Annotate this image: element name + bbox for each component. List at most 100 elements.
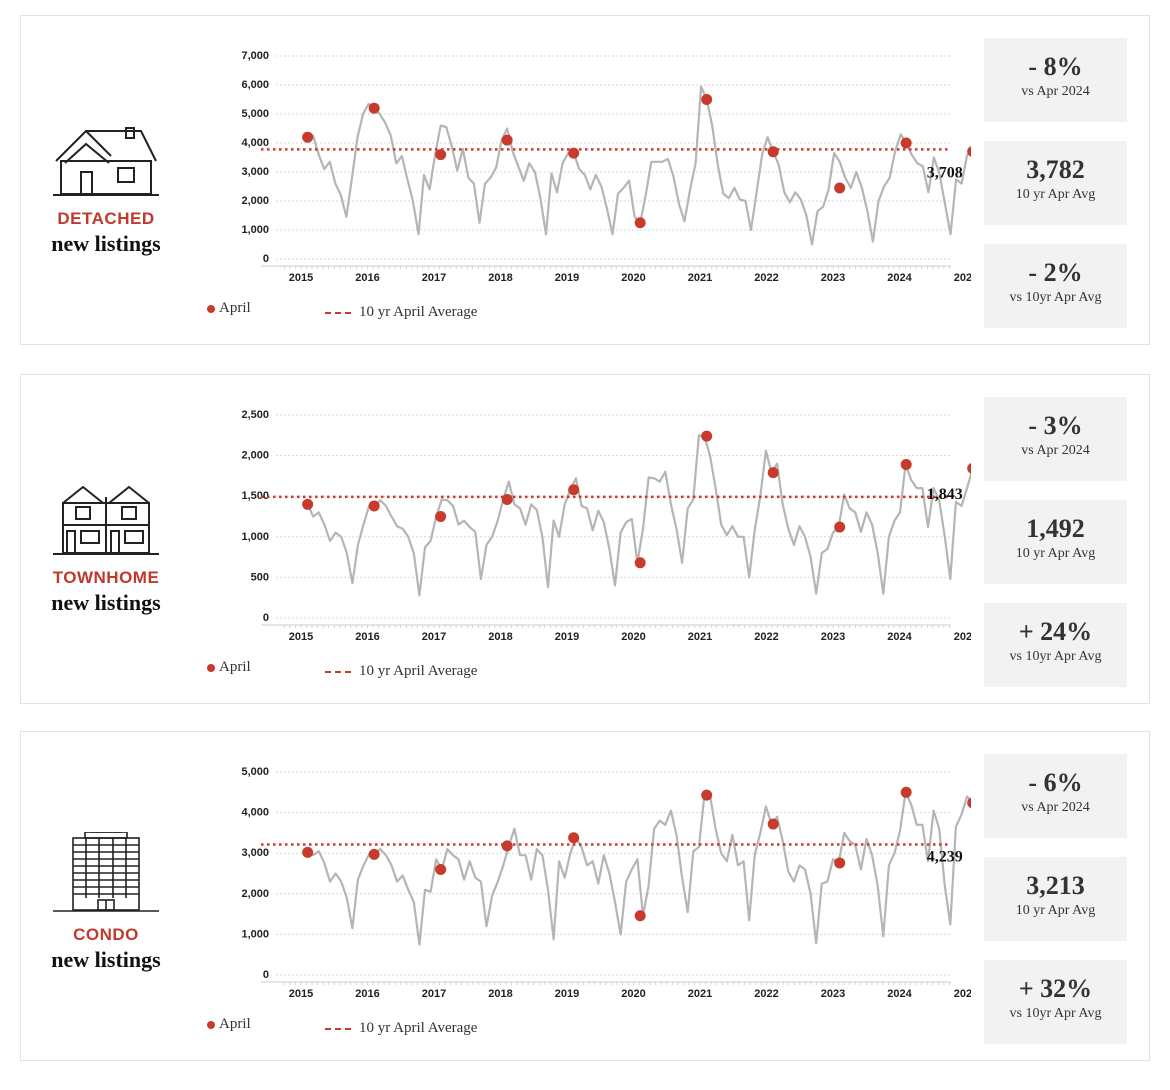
townhome-legend-april: April: [207, 659, 251, 676]
detached-legend-april: April: [207, 300, 251, 317]
detached-chart-svg: 0 1,000 2,000 3,000 4,000 5,000 6,000 7,000 2015…: [241, 50, 971, 284]
condo-sub-label: new listings: [51, 947, 161, 972]
townhome-legend-average: 10 yr April Average: [325, 663, 477, 680]
april-point: [435, 511, 447, 522]
townhome-chart: 0 500 1,000 1,500 2,000 2,500 2015 2016 2017 2018…: [191, 375, 971, 705]
condo-panel: CONDO new listings 0 1,000 2,000 3,000 4,000…: [20, 731, 1150, 1061]
y-tick-label: 1,500: [241, 490, 269, 502]
april-point: [967, 797, 971, 809]
stat-label: vs 10yr Apr Avg: [1009, 1006, 1102, 1021]
townhome-type-label: TOWNHOME: [52, 568, 160, 587]
y-tick-label: 1,000: [241, 928, 269, 940]
detached-stat-10yr-avg: 3,782 10 yr Apr Avg: [984, 141, 1127, 225]
stat-value: - 3%: [1028, 411, 1083, 440]
x-tick-label: 2022: [754, 631, 778, 643]
average-legend-label: 10 yr April Average: [359, 304, 478, 320]
y-tick-label: 2,000: [241, 195, 269, 207]
average-legend-dash: [325, 670, 351, 673]
last-value-label: 3,708: [927, 164, 963, 181]
x-tick-label: 2024: [887, 272, 912, 284]
april-point: [302, 846, 314, 858]
condo-icon: [51, 832, 161, 912]
april-point: [834, 182, 846, 194]
y-tick-label: 4,000: [241, 137, 269, 149]
april-point: [634, 557, 646, 569]
stat-label: vs Apr 2024: [1021, 443, 1090, 458]
april-point: [900, 137, 912, 149]
april-point: [967, 146, 971, 157]
april-point: [368, 500, 380, 512]
stat-value: - 8%: [1028, 52, 1083, 81]
april-point: [767, 146, 779, 158]
stat-value: - 6%: [1028, 768, 1083, 797]
house-icon: [51, 116, 161, 196]
condo-chart-svg: 0 1,000 2,000 3,000 4,000 5,000 2015 2016 2017 20…: [241, 766, 971, 1000]
detached-stat-vs-10yr-avg: - 2% vs 10yr Apr Avg: [984, 244, 1127, 328]
townhome-stat-vs-10yr-avg: + 24% vs 10yr Apr Avg: [984, 603, 1127, 687]
april-point: [900, 786, 912, 798]
y-tick-label: 1,000: [241, 531, 269, 543]
y-tick-label: 5,000: [241, 108, 269, 120]
x-tick-label: 2022: [754, 272, 778, 284]
april-point: [368, 102, 380, 114]
x-tick-label: 2016: [355, 272, 379, 284]
y-tick-label: 0: [263, 969, 269, 981]
y-tick-label: 0: [263, 612, 269, 624]
y-tick-label: 4,000: [241, 807, 269, 819]
stat-label: 10 yr Apr Avg: [1015, 903, 1096, 918]
last-value-label: 1,843: [927, 486, 963, 503]
townhome-icon: [51, 475, 161, 555]
detached-sub-label: new listings: [51, 231, 161, 256]
average-legend-dash: [325, 311, 351, 314]
april-legend-dot: [207, 1020, 215, 1029]
x-tick-label: 2015: [289, 631, 313, 643]
april-point: [501, 493, 513, 505]
april-point: [634, 910, 646, 922]
april-point: [767, 467, 779, 479]
x-tick-label: 2017: [422, 988, 446, 1000]
april-point: [701, 94, 713, 105]
x-tick-label: 2021: [688, 631, 712, 643]
detached-panel: DETACHED new listings 0 1,000 2,000 3,000 4,…: [20, 15, 1150, 345]
x-tick-label: 2025: [954, 988, 971, 1000]
stat-value: + 32%: [1018, 974, 1093, 1003]
stat-label: vs 10yr Apr Avg: [1009, 649, 1102, 664]
stat-value: - 2%: [1028, 258, 1083, 287]
x-tick-label: 2019: [555, 631, 579, 643]
y-tick-label: 2,000: [241, 450, 269, 462]
x-tick-label: 2016: [355, 988, 379, 1000]
x-tick-label: 2021: [688, 272, 712, 284]
condo-legend-april: April: [207, 1016, 251, 1033]
april-point: [967, 463, 971, 474]
condo-chart: 0 1,000 2,000 3,000 4,000 5,000 2015 2016 2017 20…: [191, 732, 971, 1062]
monthly-listings-line: [307, 791, 971, 946]
april-legend-label: April: [219, 1016, 251, 1032]
townhome-chart-svg: 0 500 1,000 1,500 2,000 2,500 2015 2016 2017 2018…: [241, 409, 971, 643]
x-tick-label: 2015: [289, 988, 313, 1000]
x-tick-label: 2019: [555, 272, 579, 284]
x-tick-label: 2023: [821, 988, 845, 1000]
y-tick-label: 5,000: [241, 766, 269, 778]
x-tick-label: 2024: [887, 988, 912, 1000]
april-point: [302, 131, 314, 143]
x-tick-label: 2018: [488, 988, 512, 1000]
stat-value: 1,492: [1026, 514, 1085, 543]
x-tick-label: 2020: [621, 272, 645, 284]
detached-type-label: DETACHED: [57, 209, 155, 228]
average-legend-label: 10 yr April Average: [359, 663, 478, 679]
condo-stat-vs-10yr-avg: + 32% vs 10yr Apr Avg: [984, 960, 1127, 1044]
average-legend-label: 10 yr April Average: [359, 1020, 478, 1036]
april-point: [568, 147, 580, 159]
april-point: [435, 149, 447, 161]
x-tick-label: 2020: [621, 988, 645, 1000]
stat-value: 3,213: [1026, 871, 1085, 900]
april-point: [501, 840, 513, 852]
april-point: [701, 430, 713, 442]
x-tick-label: 2023: [821, 631, 845, 643]
april-point: [767, 818, 779, 830]
april-legend-dot: [207, 663, 215, 672]
april-point: [634, 217, 646, 229]
last-value-label: 4,239: [927, 849, 963, 866]
stat-label: vs 10yr Apr Avg: [1009, 290, 1102, 305]
x-tick-label: 2022: [754, 988, 778, 1000]
